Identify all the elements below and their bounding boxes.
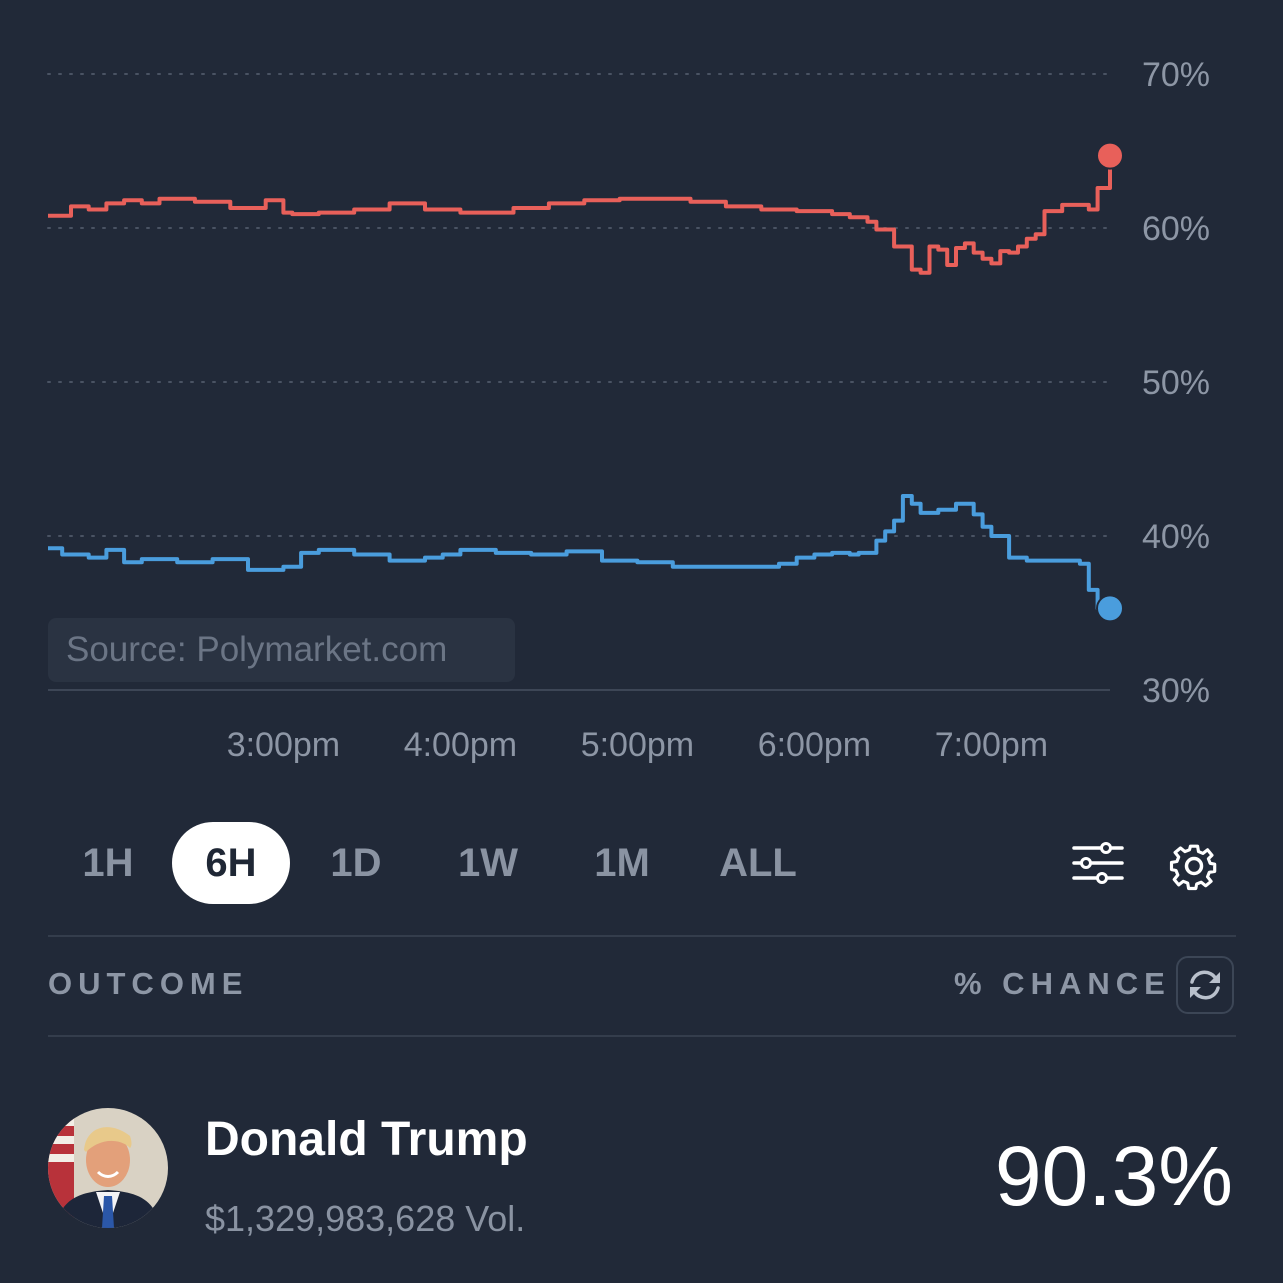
y-tick-label: 70% — [1142, 56, 1210, 94]
outcome-chance: 90.3% — [994, 1129, 1233, 1223]
divider-bottom — [48, 1035, 1236, 1037]
x-tick-label: 6:00pm — [758, 726, 871, 764]
y-tick-label: 50% — [1142, 364, 1210, 402]
y-tick-label: 40% — [1142, 518, 1210, 556]
series-line-trump — [48, 155, 1112, 275]
y-tick-label: 60% — [1142, 210, 1210, 248]
tab-6h[interactable]: 6H — [172, 822, 290, 904]
series-line-harris — [48, 494, 1110, 611]
outcome-volume: $1,329,983,628 Vol. — [205, 1198, 526, 1239]
x-tick-label: 3:00pm — [227, 726, 340, 764]
outcome-header: OUTCOME — [48, 966, 249, 1001]
source-label: Source: Polymarket.com — [48, 618, 515, 682]
tab-1m[interactable]: 1M — [594, 841, 650, 885]
avatar — [48, 1108, 168, 1228]
gear-icon[interactable] — [1166, 838, 1222, 894]
sliders-icon[interactable] — [1072, 840, 1124, 886]
outcome-name: Donald Trump — [205, 1113, 528, 1166]
x-tick-label: 4:00pm — [404, 726, 517, 764]
tab-1h[interactable]: 1H — [82, 841, 134, 885]
y-tick-label: 30% — [1142, 672, 1210, 710]
chance-header: % CHANCE — [954, 966, 1171, 1001]
x-tick-label: 5:00pm — [581, 726, 694, 764]
x-tick-label: 7:00pm — [935, 726, 1048, 764]
refresh-icon — [1190, 970, 1220, 1000]
price-chart: 70% 60% 50% 40% 30% 3:00pm 4:00pm 5:00pm 6:00pm 7… — [47, 56, 1210, 764]
series-end-dot-harris — [1096, 594, 1124, 623]
series-end-dot-trump — [1096, 141, 1124, 170]
tab-1d[interactable]: 1D — [330, 841, 382, 885]
tab-all[interactable]: ALL — [719, 841, 797, 885]
tab-1w[interactable]: 1W — [458, 841, 518, 885]
divider-top — [48, 935, 1236, 937]
refresh-button[interactable] — [1176, 956, 1234, 1014]
